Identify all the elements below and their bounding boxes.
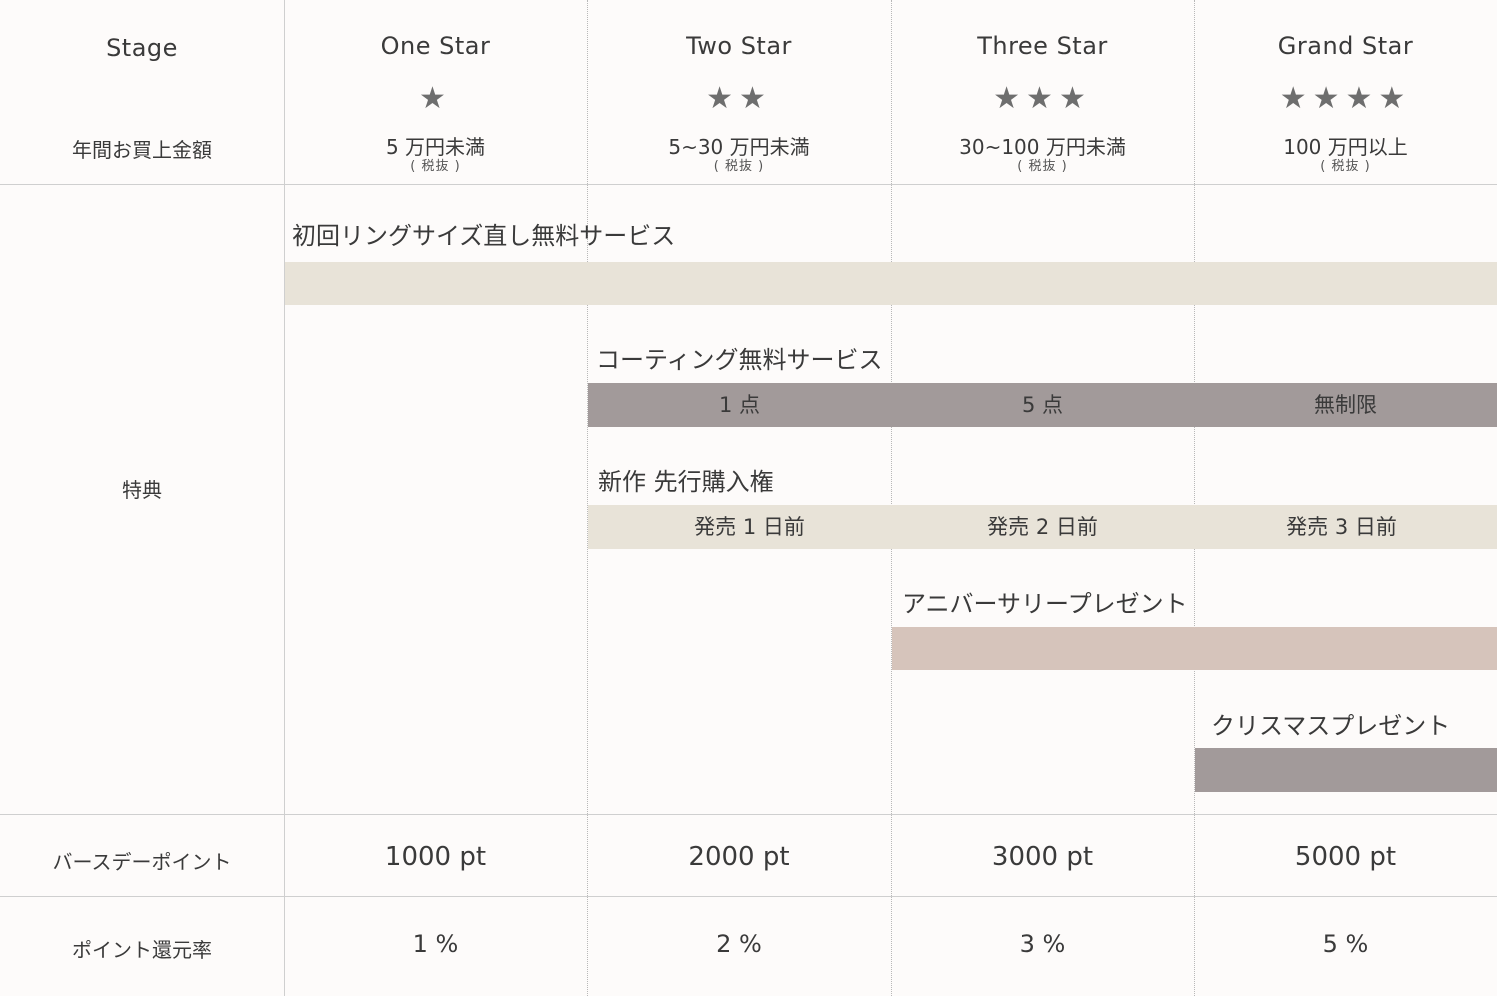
stage-label: Stage (106, 34, 178, 62)
star-icon: ★★★ (993, 81, 1092, 116)
return-rate-label: ポイント還元率 (72, 938, 212, 962)
row-divider (0, 814, 1497, 815)
birthday-points-value: 5000 pt (1294, 842, 1397, 872)
birthday-points-value: 2000 pt (688, 842, 790, 872)
column-divider (891, 0, 892, 996)
christmas-title: クリスマスプレゼント (1211, 712, 1451, 740)
stage-amount: 5 万円未満 (385, 135, 486, 159)
tax-note: ( 税抜 ) (1017, 159, 1068, 174)
preorder-value: 発売 2 日前 (987, 515, 1098, 539)
column-divider (284, 0, 285, 996)
ring-resize-band (285, 262, 1497, 305)
annual-amount-label: 年間お買上金額 (72, 138, 212, 162)
stage-name-two-star: Two Star (686, 32, 792, 60)
coating-value: 1 点 (718, 393, 761, 417)
star-icon: ★★ (706, 81, 772, 116)
star-icon: ★ (419, 81, 452, 116)
birthday-points-label: バースデーポイント (52, 850, 232, 874)
star-icon: ★★★★ (1279, 81, 1412, 116)
benefits-label: 特典 (122, 478, 162, 502)
return-rate-value: 5 % (1322, 930, 1369, 958)
coating-value: 無制限 (1314, 393, 1377, 417)
anniversary-title: アニバーサリープレゼント (902, 590, 1188, 618)
stage-amount: 100 万円以上 (1283, 135, 1408, 159)
column-divider (1194, 0, 1195, 996)
stage-name-grand-star: Grand Star (1277, 32, 1414, 60)
coating-band (588, 383, 1497, 427)
preorder-title: 新作 先行購入権 (598, 468, 774, 496)
anniversary-band (892, 627, 1497, 670)
tax-note: ( 税抜 ) (410, 159, 461, 174)
return-rate-value: 1 % (412, 930, 459, 958)
stage-amount: 5~30 万円未満 (668, 135, 810, 159)
coating-title: コーティング無料サービス (596, 346, 883, 374)
tax-note: ( 税抜 ) (713, 159, 765, 174)
coating-value: 5 点 (1021, 393, 1064, 417)
birthday-points-value: 1000 pt (384, 842, 487, 872)
column-divider (587, 0, 588, 996)
preorder-band (588, 505, 1497, 549)
stage-name-three-star: Three Star (977, 32, 1108, 60)
row-divider (0, 184, 1497, 185)
row-divider (0, 896, 1497, 897)
stage-name-one-star: One Star (380, 32, 491, 60)
stage-amount: 30~100 万円未満 (959, 135, 1126, 159)
tax-note: ( 税抜 ) (1320, 159, 1371, 174)
preorder-value: 発売 3 日前 (1286, 515, 1397, 539)
christmas-band (1195, 748, 1497, 792)
return-rate-value: 2 % (716, 930, 762, 958)
preorder-value: 発売 1 日前 (694, 515, 805, 539)
ring-resize-title: 初回リングサイズ直し無料サービス (292, 222, 676, 250)
return-rate-value: 3 % (1019, 930, 1066, 958)
birthday-points-value: 3000 pt (991, 842, 1094, 872)
